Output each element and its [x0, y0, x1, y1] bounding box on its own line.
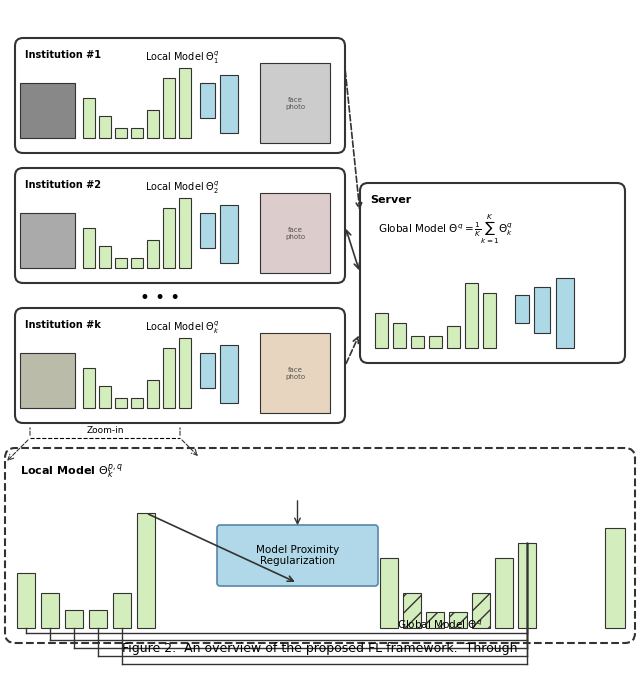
Bar: [393, 323, 406, 348]
Bar: [260, 63, 330, 143]
Bar: [83, 98, 95, 138]
Bar: [131, 398, 143, 408]
Text: Local Model $\Theta_k^{p,q}$: Local Model $\Theta_k^{p,q}$: [20, 463, 123, 481]
FancyBboxPatch shape: [15, 308, 345, 423]
FancyBboxPatch shape: [15, 38, 345, 153]
Text: Institution #2: Institution #2: [25, 180, 101, 190]
Text: Local Model $\Theta_1^q$: Local Model $\Theta_1^q$: [145, 50, 220, 67]
Bar: [380, 558, 398, 628]
Bar: [20, 353, 75, 408]
Text: • • •: • • •: [140, 289, 180, 307]
Bar: [147, 240, 159, 268]
Text: Model Proximity
Regularization: Model Proximity Regularization: [256, 544, 339, 566]
Bar: [426, 612, 444, 628]
Text: Local Model $\Theta_2^q$: Local Model $\Theta_2^q$: [145, 180, 220, 197]
Bar: [17, 573, 35, 628]
Text: Server: Server: [370, 195, 412, 205]
Bar: [147, 110, 159, 138]
Bar: [515, 295, 529, 323]
Text: Zoom-in: Zoom-in: [86, 426, 124, 435]
Bar: [483, 293, 496, 348]
Bar: [41, 593, 59, 628]
FancyBboxPatch shape: [15, 168, 345, 283]
Text: Institution #1: Institution #1: [25, 50, 101, 60]
Text: face
photo: face photo: [285, 227, 305, 240]
Text: face
photo: face photo: [285, 96, 305, 110]
Bar: [65, 610, 83, 628]
Bar: [200, 353, 215, 388]
Bar: [163, 348, 175, 408]
Bar: [534, 287, 550, 333]
Bar: [403, 593, 421, 628]
Bar: [99, 386, 111, 408]
Bar: [200, 213, 215, 248]
FancyBboxPatch shape: [217, 525, 378, 586]
Text: Local Model $\Theta_k^q$: Local Model $\Theta_k^q$: [145, 320, 220, 336]
Bar: [131, 258, 143, 268]
FancyBboxPatch shape: [5, 448, 635, 643]
Bar: [518, 543, 536, 628]
Bar: [147, 380, 159, 408]
Text: Global Model $\Theta^q = \frac{1}{K}\sum_{k=1}^{K}\Theta_k^q$: Global Model $\Theta^q = \frac{1}{K}\sum…: [378, 213, 513, 246]
Bar: [113, 593, 131, 628]
Bar: [99, 246, 111, 268]
Bar: [447, 326, 460, 348]
Bar: [605, 528, 625, 628]
Text: Figure 2.  An overview of the proposed FL framework.  Through: Figure 2. An overview of the proposed FL…: [122, 642, 518, 655]
Bar: [83, 228, 95, 268]
Bar: [556, 278, 574, 348]
Bar: [137, 513, 155, 628]
Bar: [260, 333, 330, 413]
Bar: [131, 128, 143, 138]
Bar: [220, 205, 238, 263]
Text: face
photo: face photo: [285, 367, 305, 380]
Bar: [429, 336, 442, 348]
Bar: [495, 558, 513, 628]
Bar: [375, 313, 388, 348]
Bar: [89, 610, 107, 628]
Bar: [115, 128, 127, 138]
Bar: [472, 593, 490, 628]
Bar: [115, 258, 127, 268]
Text: Institution #k: Institution #k: [25, 320, 101, 330]
Bar: [179, 68, 191, 138]
Bar: [260, 193, 330, 273]
Bar: [163, 208, 175, 268]
Bar: [179, 198, 191, 268]
Bar: [411, 336, 424, 348]
FancyBboxPatch shape: [360, 183, 625, 363]
Text: Global Model $\Theta^q$: Global Model $\Theta^q$: [397, 618, 483, 631]
Bar: [83, 368, 95, 408]
Bar: [115, 398, 127, 408]
Bar: [179, 338, 191, 408]
Bar: [449, 612, 467, 628]
Bar: [465, 283, 478, 348]
Bar: [220, 345, 238, 403]
Bar: [99, 116, 111, 138]
Bar: [20, 213, 75, 268]
Bar: [163, 78, 175, 138]
Bar: [200, 83, 215, 118]
Bar: [220, 75, 238, 133]
Bar: [20, 83, 75, 138]
